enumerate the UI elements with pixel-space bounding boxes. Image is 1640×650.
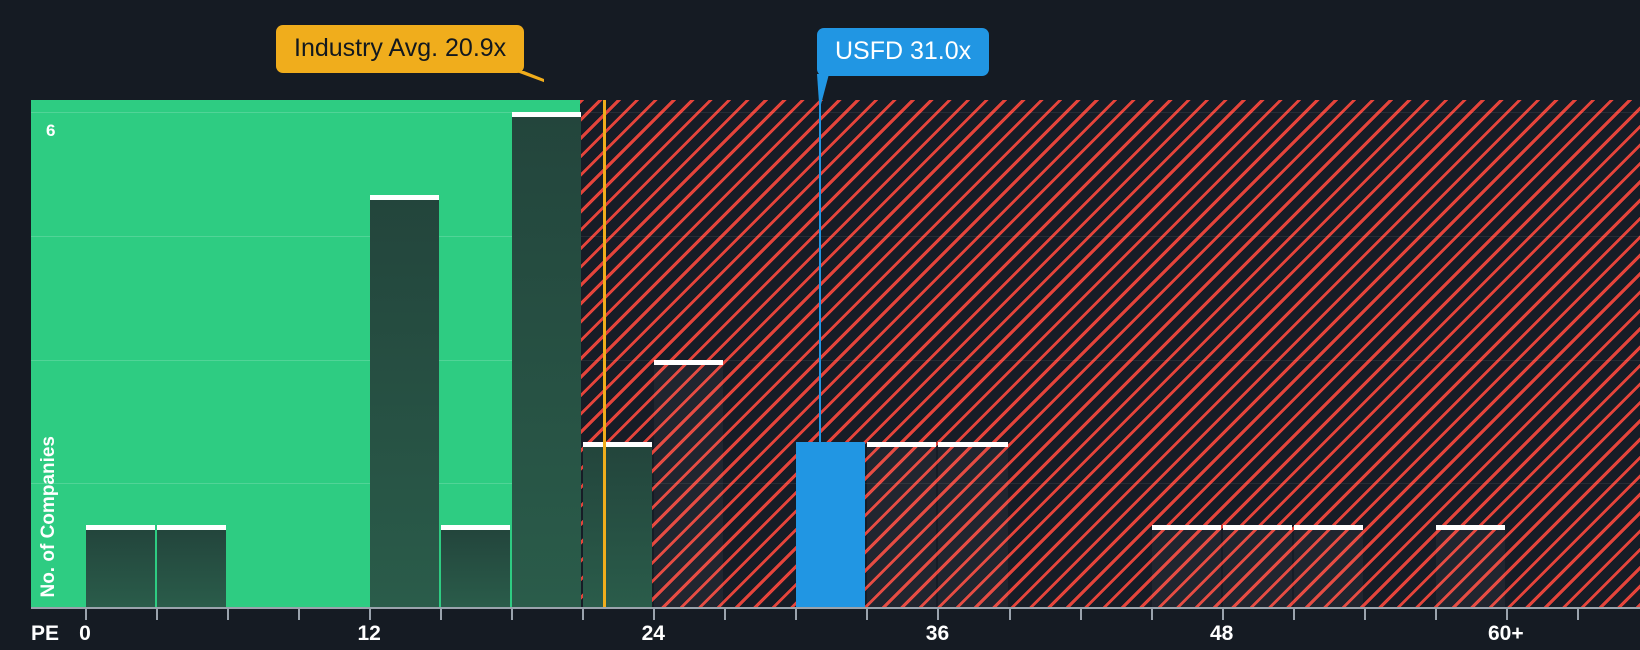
- bar-cap: [1293, 524, 1363, 530]
- bar-cap: [1435, 524, 1505, 530]
- x-axis-tick-label: 12: [357, 622, 381, 645]
- histogram-bar[interactable]: [157, 524, 227, 607]
- x-axis-tick: [866, 607, 869, 620]
- company-pe-callout-tail: [817, 74, 829, 104]
- x-axis-tick: [795, 607, 798, 620]
- x-axis-tick-label: 60+: [1487, 622, 1524, 645]
- x-axis-tick: [298, 607, 301, 620]
- x-axis-tick: [1079, 607, 1082, 620]
- bar-body: [583, 447, 653, 607]
- bar-body: [867, 447, 937, 607]
- y-axis-title: No. of Companies: [38, 436, 59, 598]
- gridline: [31, 483, 580, 485]
- x-axis-tick-label: 0: [79, 622, 91, 645]
- bar-cap: [654, 359, 724, 365]
- gridline: [579, 112, 1640, 114]
- histogram-bar[interactable]: [86, 524, 156, 607]
- x-axis-tick-label: 48: [1209, 622, 1234, 645]
- zone-overvalued-hatch: [579, 100, 1640, 607]
- histogram-bar[interactable]: [1293, 524, 1363, 607]
- x-axis-tick: [1221, 607, 1224, 620]
- bar-cap: [370, 194, 440, 200]
- bar-body: [1222, 529, 1292, 607]
- histogram-bar[interactable]: [1435, 524, 1505, 607]
- plot-area: [31, 100, 1640, 607]
- gridline: [579, 483, 1640, 485]
- x-axis-tick: [1576, 607, 1579, 620]
- bar-cap: [867, 442, 937, 448]
- x-axis-tick: [582, 607, 585, 620]
- zone-undervalued: [31, 100, 580, 607]
- bar-body: [1151, 529, 1221, 607]
- industry-average-marker-line: [602, 100, 606, 607]
- x-axis-tick: [1363, 607, 1366, 620]
- histogram-bar[interactable]: [654, 359, 724, 607]
- bar-body: [86, 529, 156, 607]
- bar-cap: [796, 442, 866, 448]
- gridline: [579, 359, 1640, 361]
- company-pe-callout[interactable]: USFD 31.0x: [817, 28, 990, 76]
- x-axis-title: PE: [31, 622, 60, 645]
- histogram-bar[interactable]: [512, 112, 582, 607]
- x-axis-tick: [511, 607, 514, 620]
- histogram-bar[interactable]: [583, 442, 653, 607]
- industry-average-callout[interactable]: Industry Avg. 20.9x: [276, 25, 525, 73]
- histogram-bar[interactable]: [796, 442, 866, 607]
- gridline: [31, 359, 580, 361]
- x-axis-tick: [156, 607, 159, 620]
- bar-cap: [86, 524, 156, 530]
- histogram-bar[interactable]: [1222, 524, 1292, 607]
- histogram-bar[interactable]: [441, 524, 511, 607]
- bar-body: [1293, 529, 1363, 607]
- gridline: [579, 236, 1640, 238]
- bar-body: [654, 364, 724, 607]
- x-axis-tick: [1505, 607, 1508, 620]
- histogram-bar[interactable]: [867, 442, 937, 607]
- histogram-bar[interactable]: [1151, 524, 1221, 607]
- gridline: [31, 236, 580, 238]
- bar-cap: [1222, 524, 1292, 530]
- x-axis-tick: [85, 607, 87, 620]
- x-axis-line: [31, 607, 1640, 609]
- x-axis-tick: [440, 607, 443, 620]
- bar-cap: [583, 442, 653, 448]
- bar-cap: [512, 112, 582, 118]
- bar-body: [1435, 529, 1505, 607]
- x-axis-tick: [724, 607, 727, 620]
- bar-cap: [938, 442, 1008, 448]
- x-axis-tick: [227, 607, 230, 620]
- bar-body: [370, 199, 440, 607]
- x-axis-tick: [369, 607, 372, 620]
- bar-cap: [441, 524, 511, 530]
- x-axis-tick: [937, 607, 940, 620]
- bar-body: [796, 447, 866, 607]
- histogram-bar[interactable]: [938, 442, 1008, 607]
- gridline: [31, 112, 580, 114]
- bar-body: [441, 529, 511, 607]
- bar-body: [512, 117, 582, 607]
- x-axis-tick: [1150, 607, 1153, 620]
- bar-body: [157, 529, 227, 607]
- zone-overvalued: [579, 100, 1640, 607]
- bar-cap: [157, 524, 227, 530]
- x-axis-tick: [1434, 607, 1437, 620]
- x-axis-tick-label: 36: [925, 622, 950, 645]
- histogram-bar[interactable]: [370, 194, 440, 607]
- industry-average-callout-tail: [514, 71, 544, 83]
- y-axis-tick-label: 6: [46, 121, 56, 141]
- x-axis-tick: [1008, 607, 1011, 620]
- bar-cap: [1151, 524, 1221, 530]
- x-axis-tick: [1292, 607, 1295, 620]
- bar-body: [938, 447, 1008, 607]
- x-axis-tick: [653, 607, 656, 620]
- x-axis-tick-label: 24: [641, 622, 665, 645]
- company-pe-marker-line: [819, 100, 822, 443]
